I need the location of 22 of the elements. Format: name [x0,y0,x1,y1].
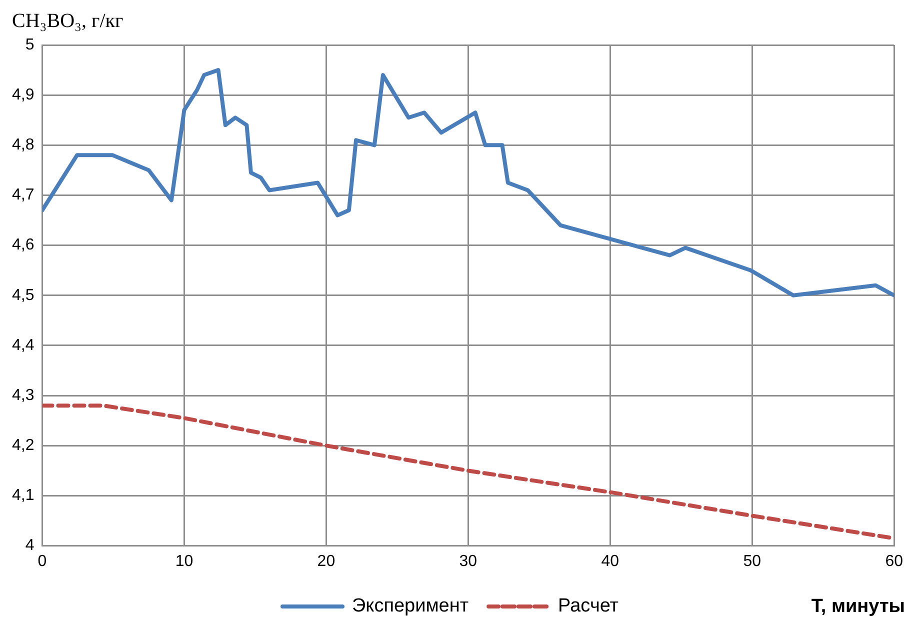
legend-label: Эксперимент [352,596,469,617]
y-tick-label: 4,4 [12,336,34,354]
x-tick-label: 40 [601,552,620,570]
x-tick-label: 60 [885,552,904,570]
y-tick-label: 4,8 [12,136,34,154]
x-tick-label: 50 [743,552,762,570]
y-tick-label: 4,7 [12,186,34,204]
x-tick-label: 30 [459,552,478,570]
y-tick-label: 4,5 [12,286,34,304]
y-tick-label: 4,6 [12,236,34,254]
legend-label: Расчет [558,596,619,617]
x-tick-label: 20 [317,552,336,570]
y-tick-label: 4,1 [12,487,34,504]
y-tick-label: 5 [25,36,34,54]
y-axis-title: CH₃BO₃, г/кг [12,10,124,33]
y-tick-label: 4,2 [12,437,34,454]
x-tick-label: 10 [175,552,194,570]
y-tick-label: 4 [25,537,34,554]
x-tick-label: 0 [38,552,47,570]
y-tick-label: 4,9 [12,86,34,104]
y-tick-label: 4,3 [12,386,34,404]
x-axis-title: T, минуты [811,596,905,618]
